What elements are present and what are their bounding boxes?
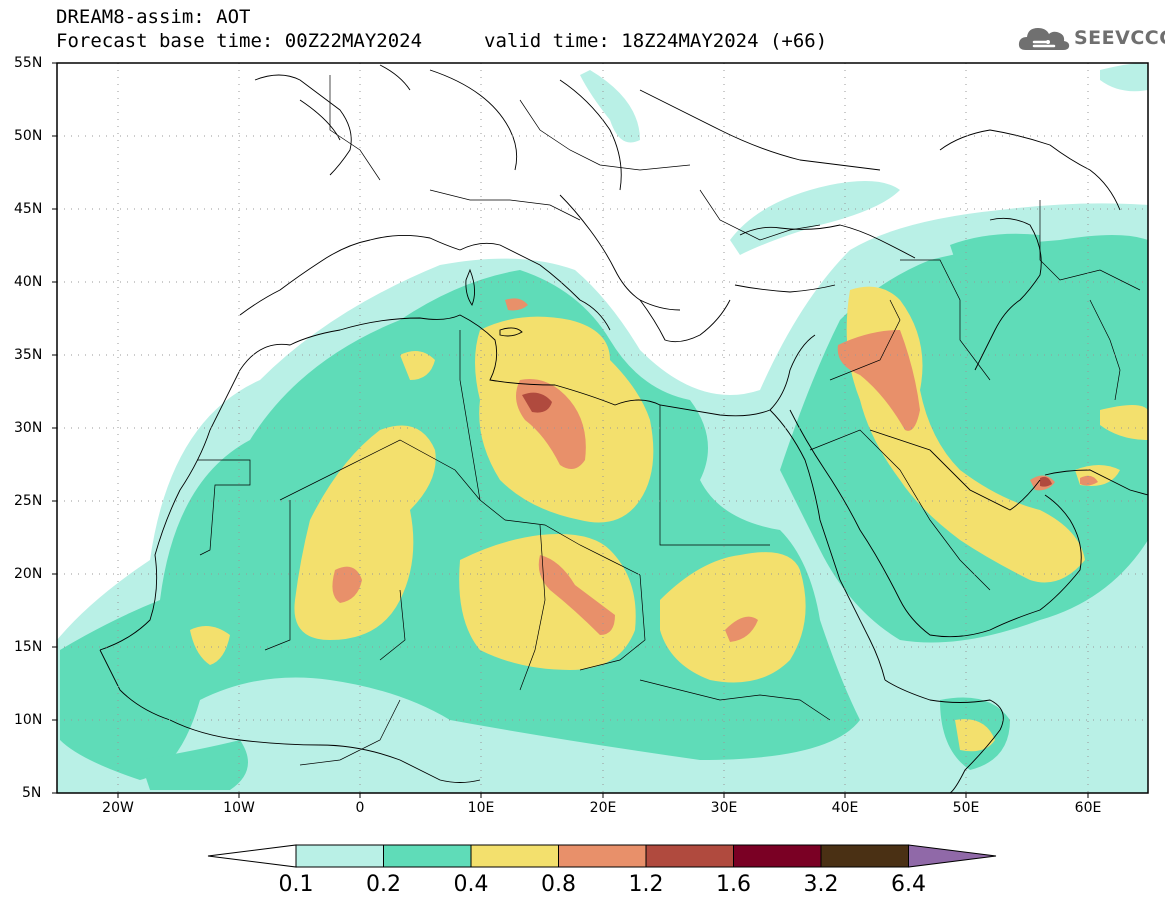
lat-label: 40N (14, 274, 43, 290)
lon-label: 10E (467, 800, 495, 816)
colorbar-bin-7 (820, 844, 909, 868)
lat-label: 35N (14, 347, 43, 363)
colorbar-high-arrow (908, 844, 997, 868)
lon-label: 50E (952, 800, 980, 816)
colorbar-label: 0.8 (541, 872, 576, 897)
lat-label: 50N (14, 128, 43, 144)
aot-field (57, 63, 1148, 793)
colorbar-label: 1.2 (628, 872, 664, 897)
colorbar-label: 6.4 (891, 872, 926, 897)
cloud-icon (1018, 28, 1070, 50)
colorbar-label: 1.6 (716, 872, 751, 897)
colorbar-bin-6 (733, 844, 822, 868)
colorbar-bin-2 (383, 844, 472, 868)
colorbar-low-arrow (207, 844, 297, 868)
lon-label: 0 (355, 800, 365, 816)
colorbar-label: 3.2 (803, 872, 839, 897)
axis-ticks (52, 62, 1089, 798)
lat-label: 25N (14, 493, 43, 509)
colorbar-bin-4 (558, 844, 647, 868)
lat-label: 15N (14, 639, 43, 655)
lat-label: 5N (22, 785, 42, 801)
coastlines (99, 64, 1148, 793)
lon-label: 10W (223, 800, 255, 816)
colorbar-bin-5 (645, 844, 734, 868)
colorbar-bin-3 (470, 844, 559, 868)
seevccc-logo: SEEVCCC (1016, 22, 1165, 56)
colorbar-label: 0.1 (278, 872, 314, 897)
forecast-base-time: Forecast base time: 00Z22MAY2024 (56, 30, 423, 52)
lat-label: 45N (14, 201, 43, 217)
lon-label: 60E (1074, 800, 1102, 816)
colorbar-label: 0.4 (453, 872, 489, 897)
logo-text: SEEVCCC (1074, 27, 1165, 49)
colorbar-bin-1 (295, 844, 384, 868)
colorbar-label: 0.2 (366, 872, 401, 897)
country-borders (197, 75, 1141, 766)
lat-label: 20N (14, 566, 43, 582)
lon-label: 20E (589, 800, 617, 816)
colorbar (207, 844, 997, 868)
gridlines (57, 63, 1148, 793)
lat-label: 10N (14, 712, 43, 728)
lon-label: 30E (710, 800, 738, 816)
valid-time: valid time: 18Z24MAY2024 (+66) (484, 30, 828, 52)
lat-label: 30N (14, 420, 43, 436)
lat-label: 55N (14, 55, 43, 71)
lon-label: 40E (831, 800, 859, 816)
map-title: DREAM8-assim: AOT (56, 6, 251, 28)
lon-label: 20W (102, 800, 134, 816)
